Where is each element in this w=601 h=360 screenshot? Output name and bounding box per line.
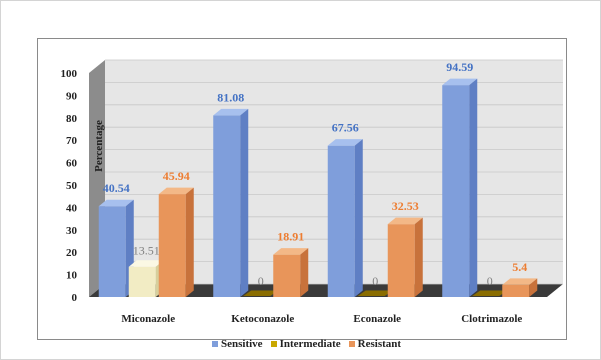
y-tick-label: 80 [66,113,78,125]
bar-side [185,187,194,297]
legend-label: Intermediate [279,338,341,350]
bar [442,85,470,297]
chart-legend: Sensitive Intermediate Resistant [212,338,401,350]
data-label: 5.4 [512,260,527,274]
data-label: 94.59 [446,60,473,74]
bar-side [469,78,478,297]
x-tick-label: Clotrimazole [461,313,522,325]
y-tick-label: 50 [66,180,78,192]
legend-item: Sensitive [212,338,263,350]
bar-zero [472,290,508,296]
data-label: 40.54 [103,181,130,195]
data-label: 45.94 [163,169,190,183]
y-axis-label: Percentage [93,120,105,172]
y-tick-label: 100 [61,68,78,80]
bar [213,115,241,297]
data-label: 0 [487,274,493,288]
legend-label: Resistant [357,338,402,350]
bar-top [98,199,134,207]
bar-top [128,260,164,267]
legend-swatch [270,341,277,347]
data-label: 81.08 [217,90,244,104]
bar-zero [243,290,279,296]
data-label: 18.91 [277,230,304,244]
bar-side [529,278,538,297]
bar [273,254,301,297]
bar-top [213,108,249,116]
x-tick-label: Econazole [353,313,401,325]
legend-item: Resistant [348,338,402,350]
bar [98,206,126,297]
bar-zero [357,290,393,296]
bar [327,145,355,297]
bar-side [300,248,309,297]
y-tick-label: 10 [66,270,78,282]
y-tick-label: 40 [66,202,78,214]
x-tick-label: Ketoconazole [231,313,294,325]
legend-item: Intermediate [270,338,341,350]
bar-side [414,217,423,297]
bar-top [273,248,309,255]
legend-label: Sensitive [221,338,263,350]
bar [387,224,415,297]
legend-swatch [348,341,355,347]
bar [128,266,156,297]
y-tick-label: 0 [72,292,78,304]
data-label: 0 [258,274,264,288]
bar-top [502,278,538,285]
bar-top [442,78,478,86]
data-label: 13.51 [133,244,160,258]
y-tick-label: 70 [66,135,78,147]
data-label: 32.53 [392,199,419,213]
data-label: 0 [372,274,378,288]
x-tick-label: Miconazole [121,313,175,325]
y-tick-label: 90 [66,90,78,102]
bar-side [240,108,249,297]
y-tick-label: 30 [66,225,78,237]
y-tick-label: 20 [66,247,78,259]
bar-top [327,139,363,146]
y-tick-label: 60 [66,158,78,170]
legend-swatch [212,341,218,347]
data-label: 67.56 [332,121,359,135]
bar-top [387,217,423,225]
bar [158,194,186,297]
bar [502,284,530,297]
bar-top [158,187,194,195]
bar-side [354,139,363,297]
